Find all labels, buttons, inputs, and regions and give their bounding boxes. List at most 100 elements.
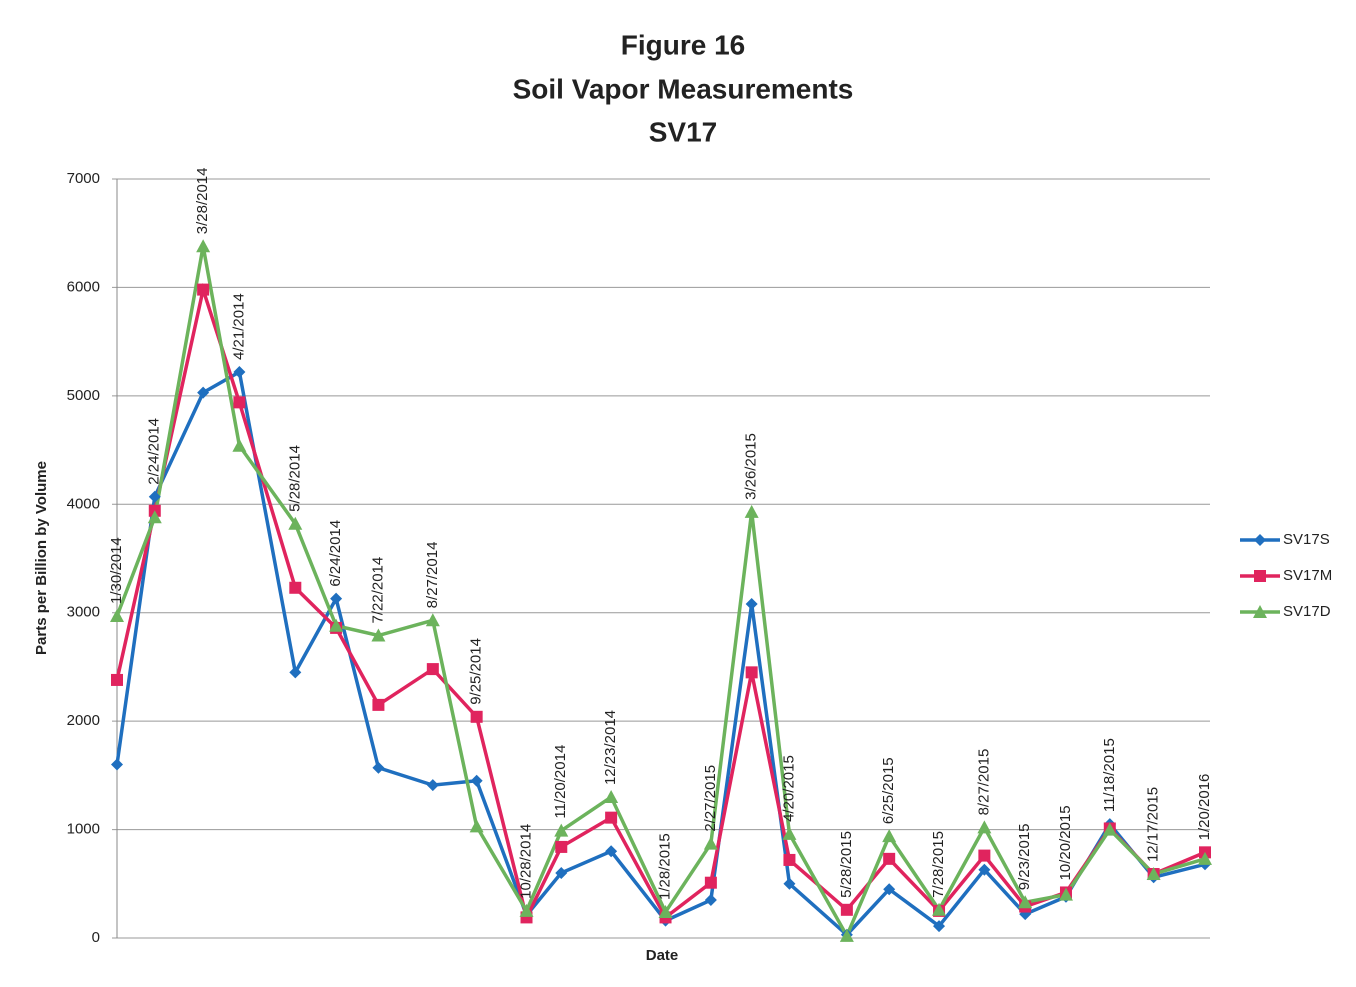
data-label: 5/28/2014 <box>286 445 303 512</box>
point <box>1146 867 1161 881</box>
data-label: 1/30/2014 <box>108 537 125 604</box>
data-label: 12/23/2014 <box>602 710 619 785</box>
data-label: 10/28/2014 <box>517 824 534 899</box>
point <box>782 826 797 840</box>
point <box>470 710 483 723</box>
point <box>783 853 796 866</box>
legend-label: SV17D <box>1283 603 1331 620</box>
data-label: 2/24/2014 <box>146 418 163 485</box>
point <box>196 239 211 253</box>
point <box>554 823 569 837</box>
point <box>426 663 439 676</box>
point <box>1018 895 1033 909</box>
data-label: 1/28/2015 <box>657 833 674 900</box>
point <box>233 366 246 379</box>
point <box>469 819 484 833</box>
point <box>470 774 483 787</box>
y-axis-title: Parts per Billion by Volume <box>33 461 50 655</box>
point <box>147 510 162 524</box>
point <box>1102 822 1117 836</box>
legend-label: SV17M <box>1283 567 1332 584</box>
point <box>110 608 124 622</box>
point <box>233 396 246 409</box>
x-axis-title: Date <box>646 947 679 964</box>
point <box>555 840 568 853</box>
data-label: 1/20/2016 <box>1196 774 1213 841</box>
point <box>604 790 619 804</box>
point <box>978 849 991 862</box>
data-label: 4/21/2014 <box>230 293 247 360</box>
point <box>703 836 718 850</box>
point <box>658 904 673 918</box>
data-label: 12/17/2015 <box>1145 787 1162 862</box>
point <box>745 598 758 611</box>
legend-marker <box>1253 605 1267 618</box>
point <box>197 386 210 399</box>
point <box>148 490 161 503</box>
point <box>605 811 618 824</box>
chart-title: Soil Vapor Measurements <box>513 73 854 104</box>
data-label: 3/28/2014 <box>194 167 211 234</box>
point <box>883 883 896 896</box>
y-tick-label: 4000 <box>67 495 100 512</box>
point <box>605 845 618 858</box>
legend-label: SV17S <box>1283 531 1330 548</box>
point <box>977 820 992 834</box>
point <box>555 866 568 879</box>
data-label: 10/20/2015 <box>1057 805 1074 880</box>
point <box>1198 851 1212 865</box>
point <box>933 920 946 933</box>
data-label: 8/27/2015 <box>975 749 992 816</box>
y-tick-label: 0 <box>92 929 100 946</box>
point <box>288 516 303 530</box>
chart-title: Figure 16 <box>621 29 745 60</box>
legend-marker <box>1254 570 1266 582</box>
point <box>783 877 796 890</box>
point <box>426 779 439 792</box>
data-label: 9/25/2014 <box>468 638 485 705</box>
point <box>932 902 947 916</box>
point <box>289 666 302 679</box>
data-label: 4/20/2015 <box>780 755 797 822</box>
data-label: 3/26/2015 <box>743 433 760 500</box>
data-label: 11/20/2014 <box>552 745 569 819</box>
point <box>289 581 302 594</box>
point <box>371 628 386 642</box>
data-label: 7/22/2014 <box>369 557 386 624</box>
point <box>704 894 717 907</box>
point <box>744 504 759 518</box>
y-tick-label: 2000 <box>67 712 100 729</box>
y-tick-label: 1000 <box>67 821 100 838</box>
point <box>1058 887 1073 901</box>
point <box>197 283 210 296</box>
legend-marker <box>1254 534 1266 546</box>
point <box>839 928 854 942</box>
data-label: 5/28/2015 <box>838 831 855 898</box>
chart-title: SV17 <box>649 116 718 147</box>
data-label: 7/28/2015 <box>930 831 947 898</box>
point <box>232 438 247 452</box>
point <box>372 761 385 774</box>
point <box>372 698 385 711</box>
point <box>519 903 534 917</box>
point <box>111 758 123 771</box>
data-label: 6/24/2014 <box>327 520 344 587</box>
y-tick-label: 5000 <box>67 387 100 404</box>
point <box>704 876 717 889</box>
point <box>329 618 344 632</box>
point <box>882 829 897 843</box>
point <box>330 592 343 605</box>
point <box>745 666 758 679</box>
y-tick-label: 6000 <box>67 278 100 295</box>
point <box>978 863 991 876</box>
point <box>425 613 440 627</box>
data-label: 6/25/2015 <box>880 757 897 824</box>
point <box>111 673 123 686</box>
data-label: 11/18/2015 <box>1101 738 1118 812</box>
point <box>840 903 853 916</box>
y-tick-label: 7000 <box>67 170 100 187</box>
y-tick-label: 3000 <box>67 604 100 621</box>
data-label: 8/27/2014 <box>424 542 441 609</box>
